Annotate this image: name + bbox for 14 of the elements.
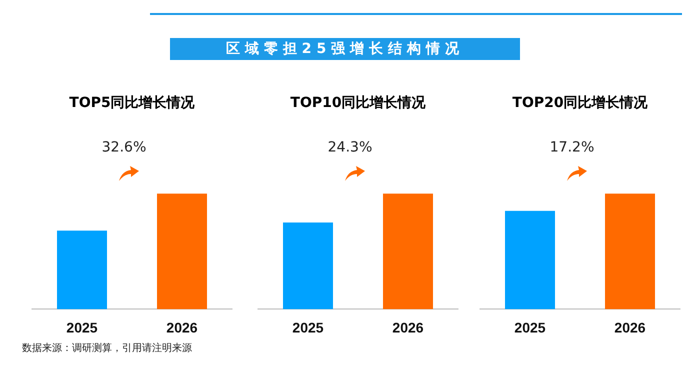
x-tick-label: 2025 xyxy=(66,319,98,336)
x-tick-label: 2026 xyxy=(166,319,198,336)
x-tick-label: 2026 xyxy=(614,319,646,336)
text: 24.3% xyxy=(328,140,372,156)
x-tick-label: 2026 xyxy=(392,319,424,336)
source-note: 数据来源：调研测算，引用请注明来源 xyxy=(22,342,192,355)
text: 区域零担25强增长结构情况 xyxy=(170,38,520,60)
chart-title: TOP20同比增长情况 xyxy=(511,94,649,112)
chart-title: TOP10同比增长情况 xyxy=(289,94,427,112)
chart-title: TOP5同比增长情况 xyxy=(68,94,196,112)
text: 32.6% xyxy=(102,140,146,156)
x-tick-label: 2025 xyxy=(514,319,546,336)
x-tick-label: 2025 xyxy=(292,319,324,336)
text: 17.2% xyxy=(550,140,594,156)
